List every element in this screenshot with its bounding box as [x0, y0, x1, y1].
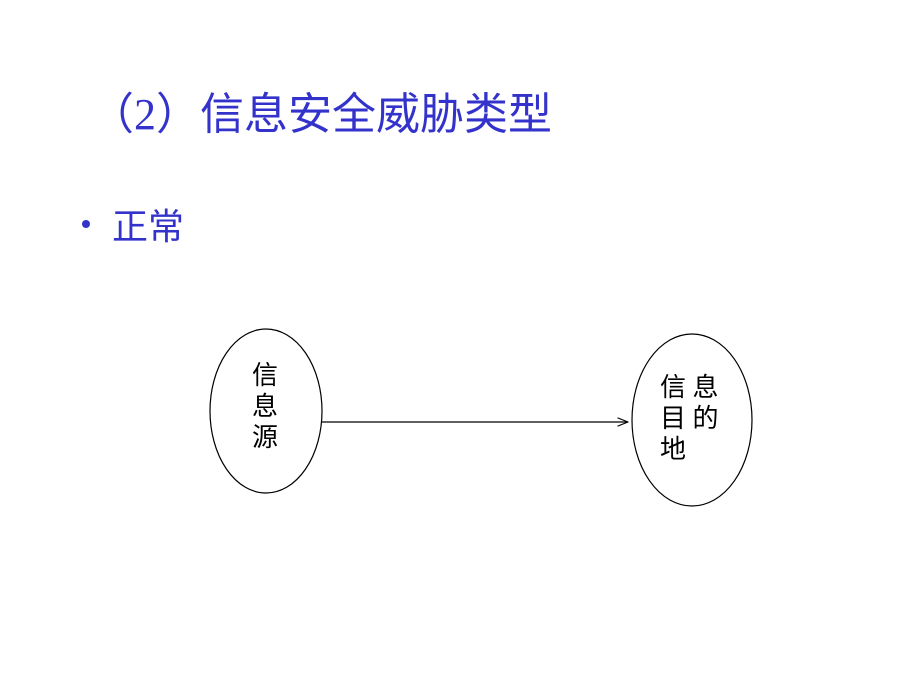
node-label-source: 信 息 源: [252, 360, 278, 454]
flow-diagram: [0, 0, 920, 690]
node-label-dest: 信 息 目 的 地: [660, 372, 719, 466]
slide: （2）信息安全威胁类型 正常 信 息 源信 息 目 的 地: [0, 0, 920, 690]
